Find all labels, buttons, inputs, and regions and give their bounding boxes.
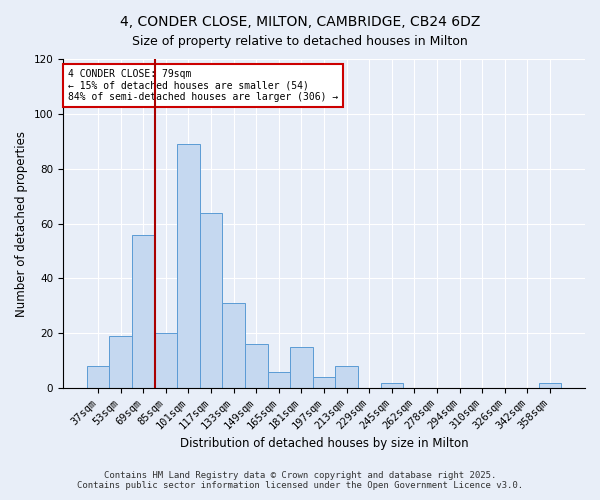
Bar [109, 336, 132, 388]
Bar [132, 234, 155, 388]
Text: Contains HM Land Registry data © Crown copyright and database right 2025.
Contai: Contains HM Land Registry data © Crown c… [77, 470, 523, 490]
Bar [539, 382, 561, 388]
Bar [268, 372, 290, 388]
Text: Size of property relative to detached houses in Milton: Size of property relative to detached ho… [132, 35, 468, 48]
Bar [245, 344, 268, 388]
Bar [155, 334, 177, 388]
Y-axis label: Number of detached properties: Number of detached properties [15, 130, 28, 316]
Bar [290, 347, 313, 388]
Text: 4, CONDER CLOSE, MILTON, CAMBRIDGE, CB24 6DZ: 4, CONDER CLOSE, MILTON, CAMBRIDGE, CB24… [120, 15, 480, 29]
Text: 4 CONDER CLOSE: 79sqm
← 15% of detached houses are smaller (54)
84% of semi-deta: 4 CONDER CLOSE: 79sqm ← 15% of detached … [68, 69, 338, 102]
Bar [223, 303, 245, 388]
Bar [87, 366, 109, 388]
Bar [200, 212, 223, 388]
Bar [380, 382, 403, 388]
Bar [177, 144, 200, 388]
X-axis label: Distribution of detached houses by size in Milton: Distribution of detached houses by size … [180, 437, 469, 450]
Bar [335, 366, 358, 388]
Bar [313, 377, 335, 388]
